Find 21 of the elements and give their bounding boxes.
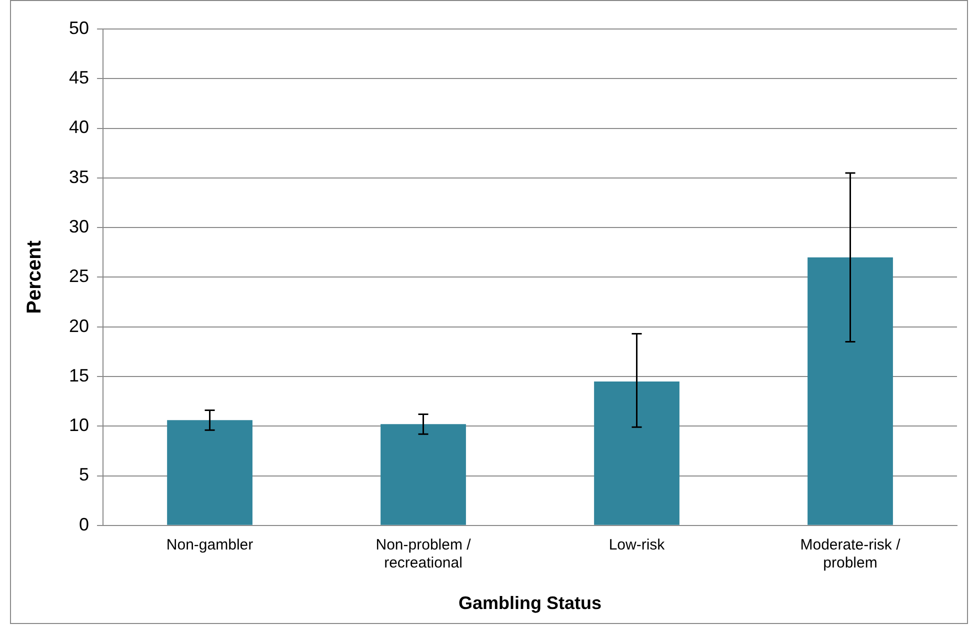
y-tick-label: 25	[68, 266, 90, 286]
x-tick-label: Non-gambler	[166, 536, 254, 554]
y-tick-label: 45	[68, 68, 90, 88]
x-tick-label: Non-problem / recreational	[376, 536, 472, 572]
x-axis-title: Gambling Status	[458, 593, 602, 614]
y-tick-label: 50	[68, 18, 90, 38]
y-tick-label: 20	[68, 316, 90, 336]
bar	[594, 381, 680, 525]
y-axis-title: Percent	[24, 240, 46, 314]
x-tick-label: Low-risk	[608, 536, 666, 554]
y-tick-label: 30	[68, 216, 90, 237]
y-tick-label: 10	[68, 415, 90, 436]
y-tick-label: 15	[68, 365, 90, 386]
bar	[167, 420, 252, 525]
bar	[808, 257, 893, 525]
y-tick-label: 0	[79, 514, 90, 534]
y-tick-label: 5	[79, 464, 90, 485]
x-tick-label: Moderate-risk / problem	[800, 536, 902, 572]
y-tick-label: 40	[68, 117, 90, 138]
bar	[380, 424, 466, 525]
y-tick-label: 35	[68, 166, 90, 187]
